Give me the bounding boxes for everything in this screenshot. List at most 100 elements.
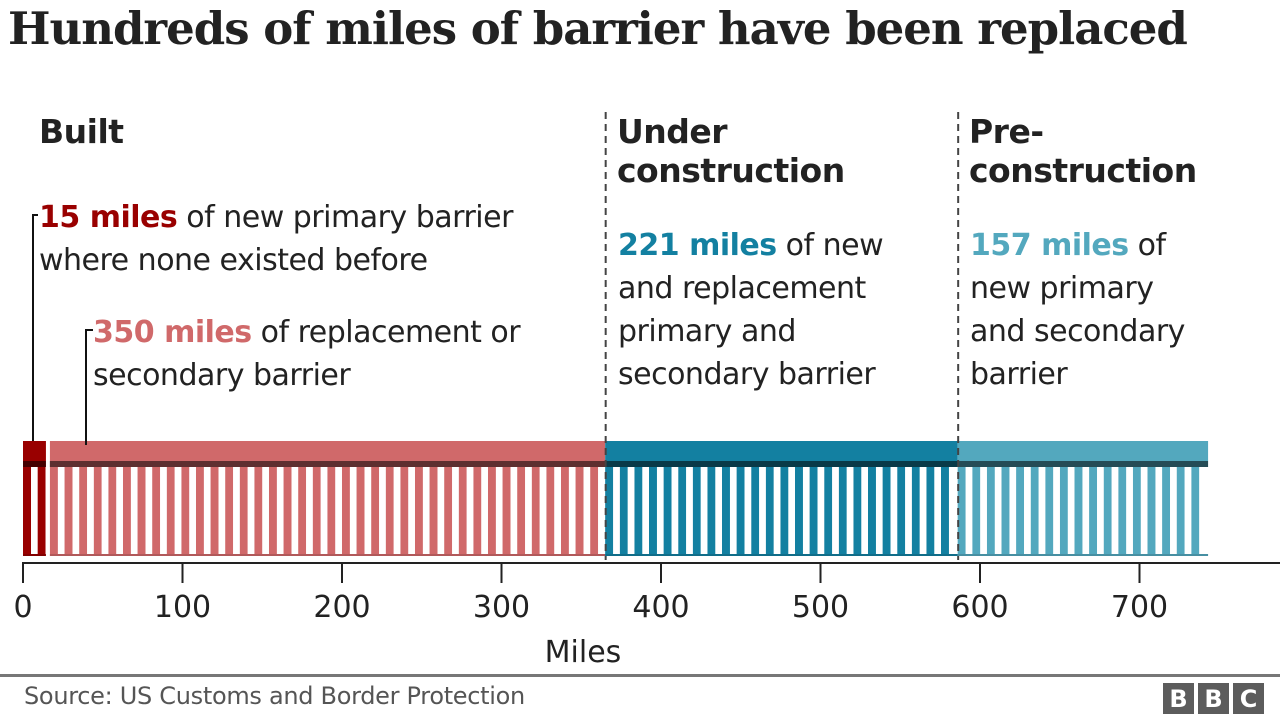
bar-post-cap — [473, 461, 482, 467]
bar-gap — [1155, 467, 1163, 556]
bar-post — [1191, 467, 1200, 556]
bar-post — [210, 467, 219, 556]
bar-post-cap — [341, 461, 350, 467]
bar-post — [400, 467, 409, 556]
x-tick-label: 0 — [13, 590, 32, 625]
section-header-built: Built — [39, 112, 124, 151]
bar-gap — [466, 467, 474, 556]
bbc-logo-letter: B — [1163, 683, 1194, 714]
bars-group — [23, 441, 1209, 556]
annotation-value: 350 miles — [93, 315, 252, 350]
bar-post-cap — [590, 461, 599, 467]
bar-gap — [1053, 467, 1060, 556]
bar-gap — [980, 467, 987, 556]
bar-gap — [759, 467, 766, 556]
bar-post-cap — [414, 461, 423, 467]
bar-post-cap — [605, 461, 614, 467]
bar-gap — [349, 467, 357, 556]
bar-post-cap — [648, 461, 657, 467]
bar-post-cap — [254, 461, 263, 467]
bar-base — [957, 554, 1209, 556]
annotation-text: secondary barrier — [93, 358, 351, 393]
bar-post — [517, 467, 526, 556]
bar-post-cap — [458, 461, 467, 467]
bar-gap — [1024, 467, 1031, 556]
bar-base — [49, 554, 606, 556]
bar-post-cap — [429, 461, 438, 467]
bar-gap — [686, 467, 693, 556]
bar-post-cap — [838, 461, 847, 467]
bar-post — [780, 467, 789, 556]
bar-gap — [994, 467, 1002, 556]
chart-title: Hundreds of miles of barrier have been r… — [8, 2, 1188, 55]
bar-post — [751, 467, 760, 556]
bar-post-cap — [560, 461, 569, 467]
bar-band — [957, 461, 1209, 467]
bar-gap — [817, 467, 825, 556]
bar-post-cap — [298, 461, 307, 467]
bar-post — [137, 467, 146, 556]
annotation-15-miles: 15 miles of new primary barrier where no… — [39, 196, 513, 282]
bar-post — [1016, 467, 1025, 556]
footer-divider — [0, 674, 1280, 677]
annotation-157-miles: 157 miles of new primary and secondary b… — [970, 224, 1185, 396]
bar-post-cap — [911, 461, 920, 467]
bar-post — [152, 467, 161, 556]
bar-post-cap — [926, 461, 935, 467]
bar-gap — [656, 467, 664, 556]
bar-gap — [203, 467, 211, 556]
bar-post-cap — [152, 461, 161, 467]
bar-gap — [700, 467, 708, 556]
bar-post-cap — [867, 461, 876, 467]
annotation-value: 157 miles — [970, 228, 1129, 263]
bar-post-cap — [166, 461, 175, 467]
bar-post-cap — [692, 461, 701, 467]
bar-post-cap — [619, 461, 628, 467]
bar-gap — [101, 467, 109, 556]
bar-post-cap — [824, 461, 833, 467]
annotation-text: barrier — [970, 357, 1068, 392]
bar-post — [560, 467, 569, 556]
bar-post — [957, 467, 966, 556]
bar-gap — [1140, 467, 1148, 556]
bar-gap — [31, 467, 38, 556]
bar-post-cap — [634, 461, 643, 467]
bar-gap — [627, 467, 635, 556]
bar-post — [867, 467, 876, 556]
bar-post-cap — [1162, 461, 1171, 467]
bar-post — [1074, 467, 1083, 556]
bar-post — [972, 467, 981, 556]
bar-gap — [379, 467, 386, 556]
bar-band — [23, 461, 46, 467]
bar-segment-3 — [605, 441, 958, 556]
bar-segment-4 — [957, 441, 1209, 556]
bar-post-cap — [1059, 461, 1068, 467]
bar-post — [1089, 467, 1098, 556]
annotation-text: of new primary barrier — [177, 200, 513, 235]
bar-gap — [1009, 467, 1017, 556]
bar-post — [254, 467, 263, 556]
bar-gap — [890, 467, 898, 556]
annotation-text: primary and — [618, 314, 796, 349]
bar-post-cap — [1147, 461, 1156, 467]
bar-post-cap — [707, 461, 716, 467]
section-header-pre-construction: Pre- construction — [969, 112, 1197, 190]
bar-gap — [1067, 467, 1075, 556]
bar-gap — [306, 467, 313, 556]
bar-gap — [45, 467, 53, 556]
bar-gap — [846, 467, 854, 556]
annotation-value: 221 miles — [618, 228, 777, 263]
bar-gap — [174, 467, 182, 556]
bar-post — [64, 467, 73, 556]
bar-gap — [145, 467, 153, 556]
bar-gap — [583, 467, 591, 556]
bar-post-cap — [736, 461, 745, 467]
bar-post — [1045, 467, 1054, 556]
bar-post-cap — [517, 461, 526, 467]
bar-post — [195, 467, 204, 556]
bar-gap — [875, 467, 883, 556]
x-tick-label: 300 — [473, 590, 530, 625]
bbc-logo-letter: C — [1233, 683, 1264, 714]
bar-rail — [605, 441, 958, 461]
